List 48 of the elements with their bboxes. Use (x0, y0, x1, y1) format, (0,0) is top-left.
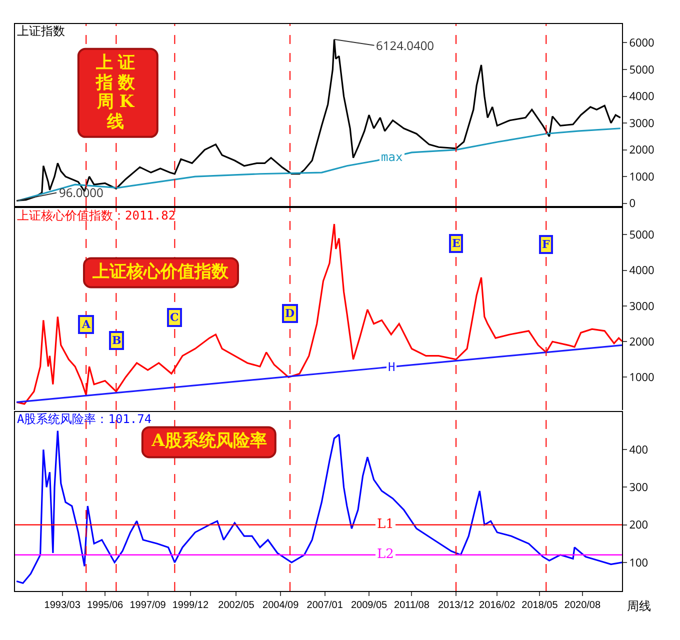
x-tick-label: 2016/02 (479, 600, 516, 611)
y-tick-label: 400 (629, 442, 648, 458)
annotation: A股系统风险率 (142, 426, 277, 458)
chart-title: 上证指数 (17, 24, 65, 38)
y-tick-label: 1000 (629, 370, 654, 386)
chart-title: 上证核心价值指数：2011.82 (17, 208, 176, 222)
ref-line-label: L2 (377, 547, 394, 562)
annotation: F (542, 238, 550, 251)
x-tick-label: 2020/08 (564, 600, 601, 611)
y-tick-label: 4000 (629, 263, 654, 278)
y-tick-label: 6000 (629, 36, 654, 51)
x-tick-label: 1999/12 (172, 600, 209, 611)
annotation: 上证指数周K线 (78, 48, 159, 138)
x-tick-label: 2004/09 (262, 600, 300, 611)
ref-line-label: L1 (377, 517, 394, 532)
series-label: H (388, 360, 396, 374)
x-tick-label: 2018/05 (522, 600, 558, 611)
y-tick-label: 3000 (629, 298, 654, 314)
x-tick-label: 2011/08 (394, 600, 430, 611)
y-tick-label: 300 (629, 480, 648, 496)
x-tick-label: 2009/05 (350, 600, 388, 611)
y-tick-label: 100 (629, 555, 648, 570)
x-tick-label: 2007/01 (306, 600, 344, 611)
x-tick-label: 1997/09 (130, 600, 166, 611)
y-tick-label: 2000 (629, 334, 654, 350)
y-tick-label: 3000 (629, 116, 654, 131)
x-tick-label: 2013/12 (438, 600, 475, 611)
y-tick-label: 5000 (629, 62, 654, 78)
annotation: E (452, 237, 460, 250)
text: 周线 (627, 597, 651, 614)
annotation: B (112, 334, 122, 347)
y-tick-label: 0 (629, 196, 636, 212)
x-tick-label: 2002/05 (218, 600, 255, 611)
y-tick-label: 200 (629, 518, 648, 533)
y-tick-label: 5000 (629, 228, 654, 243)
annotation: 6124.0400 (376, 37, 434, 54)
annotation: 96.0000 (59, 184, 104, 201)
x-tick-label: 1993/03 (44, 600, 81, 611)
annotation: D (285, 307, 295, 320)
x-tick-label: 1995/06 (86, 600, 124, 611)
annotation: C (170, 311, 179, 324)
annotation: 上证核心价值指数 (82, 256, 239, 288)
y-tick-label: 4000 (629, 89, 654, 104)
y-tick-label: 1000 (629, 169, 654, 184)
y-tick-label: 2000 (629, 142, 654, 158)
series-label: max (381, 150, 403, 164)
annotation: A (81, 318, 91, 331)
chart-title: A股系统风险率：101.74 (17, 412, 152, 426)
